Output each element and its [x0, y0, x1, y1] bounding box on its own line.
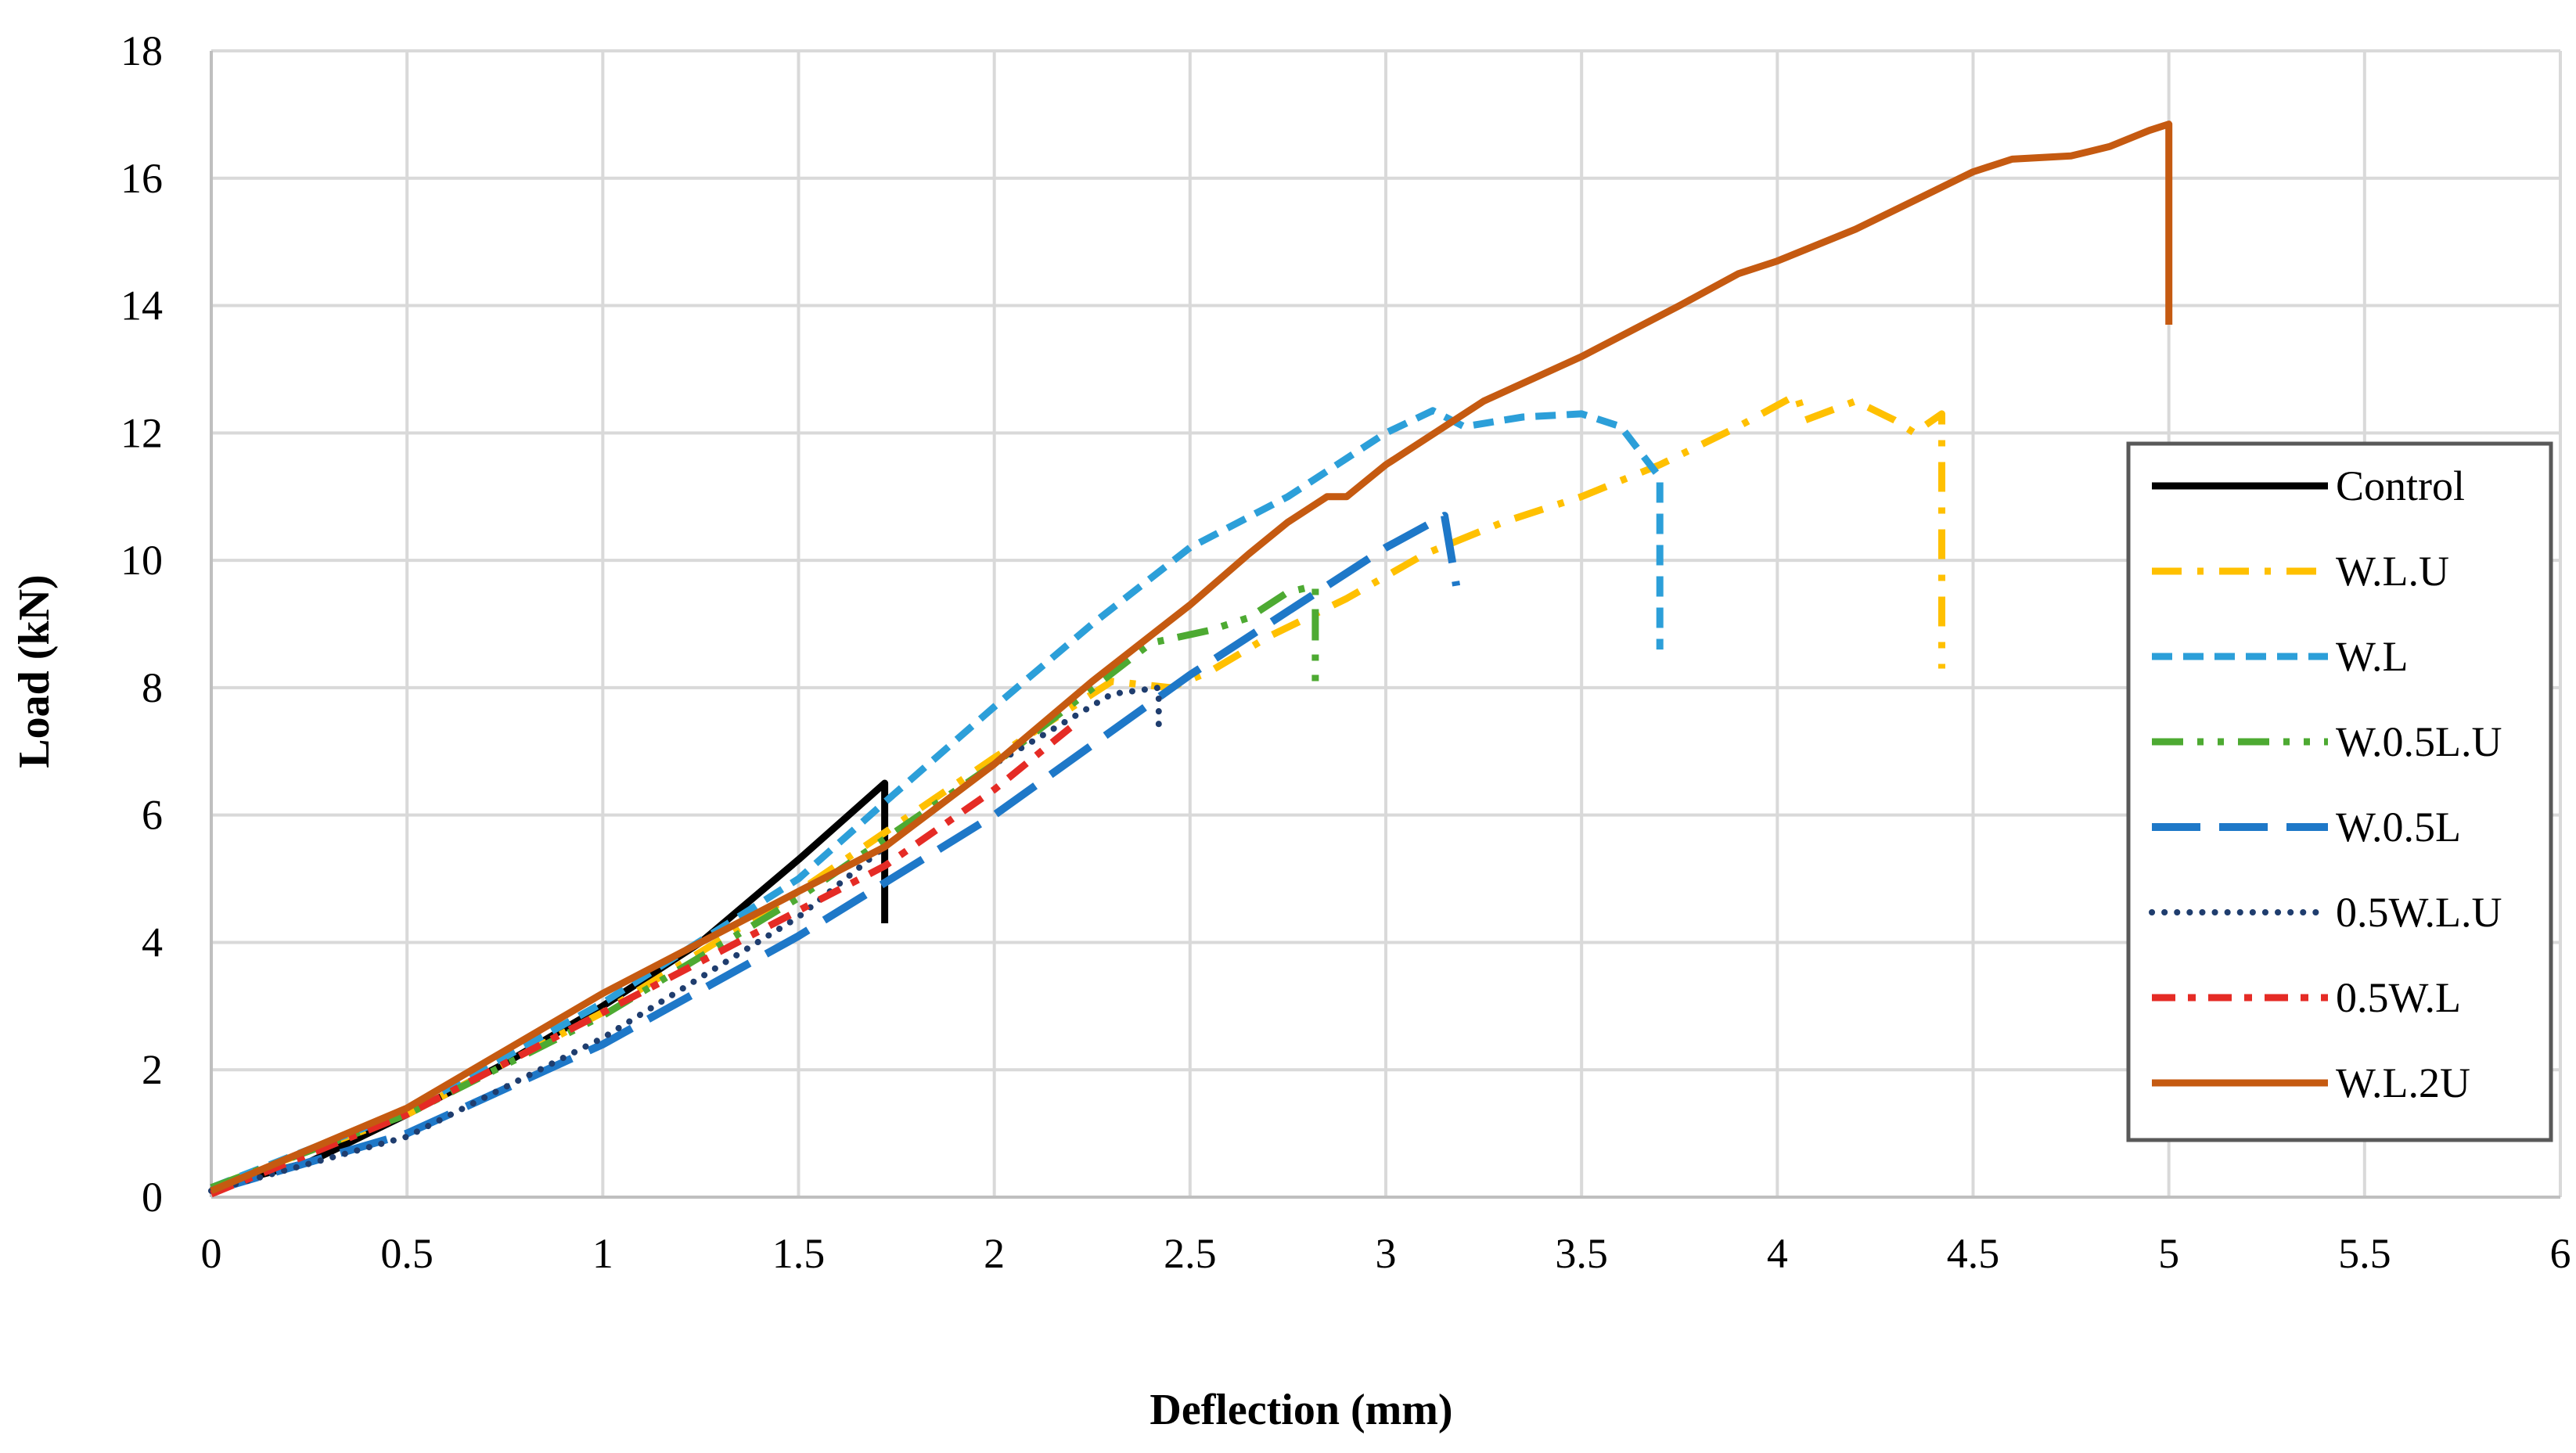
legend-label-0-5w-l-u: 0.5W.L.U	[2336, 889, 2502, 936]
x-tick-label: 2.5	[1164, 1230, 1217, 1277]
series-line-0-5w-l	[210, 723, 1075, 1198]
y-tick-label: 14	[121, 282, 163, 329]
series-line-w-0-5l	[210, 512, 1461, 1195]
y-tick-label: 16	[121, 155, 163, 202]
y-tick-label: 6	[142, 792, 163, 839]
y-tick-label: 18	[121, 27, 163, 74]
x-tick-label: 1	[592, 1230, 613, 1277]
legend-label-0-5w-l: 0.5W.L	[2336, 974, 2461, 1021]
legend-label-w-l-2u: W.L.2U	[2336, 1059, 2470, 1106]
axes: 0 0.5 1 1.5 2 2.5 3 3.5 4 4.5 5 5.5 6 0 2 4 6 8 10 12 14 16 18	[121, 27, 2571, 1277]
series-line-0-5w-l-u	[208, 684, 1162, 1194]
legend-label-w-0-5l-u: W.0.5L.U	[2336, 718, 2502, 765]
y-axis-title: Load (kN)	[10, 574, 59, 768]
y-tick-label: 2	[142, 1046, 163, 1093]
x-tick-label: 5	[2158, 1230, 2179, 1277]
x-axis-title: Deflection (mm)	[1149, 1386, 1452, 1434]
legend-label-w-l: W.L	[2336, 633, 2409, 680]
x-tick-label: 1.5	[772, 1230, 826, 1277]
legend-label-w-l-u: W.L.U	[2336, 548, 2449, 595]
x-tick-label: 4.5	[1947, 1230, 2000, 1277]
series-line-w-l-u	[210, 391, 1945, 1192]
legend: Control W.L.U W.L W.0.5L.U W.0.5L 0.5W.L.U 0.5…	[2126, 441, 2553, 1142]
y-tick-label: 12	[121, 409, 163, 456]
x-tick-label: 3	[1376, 1230, 1397, 1277]
x-tick-label: 0	[201, 1230, 222, 1277]
y-tick-label: 8	[142, 664, 163, 711]
series-line-w-l	[210, 407, 1664, 1191]
x-tick-label: 3.5	[1555, 1230, 1608, 1277]
y-tick-label: 10	[121, 537, 163, 584]
x-tick-label: 0.5	[380, 1230, 434, 1277]
y-tick-label: 0	[142, 1174, 163, 1221]
legend-label-control: Control	[2336, 462, 2465, 509]
legend-box	[2126, 441, 2553, 1142]
x-tick-label: 4	[1767, 1230, 1788, 1277]
series-lines	[208, 120, 2173, 1198]
y-tick-label: 4	[142, 919, 163, 966]
legend-label-w-0-5l: W.0.5L	[2336, 804, 2461, 851]
series-line-w-l-2u	[210, 120, 2173, 1195]
x-tick-label: 2	[984, 1230, 1005, 1277]
series-line-control	[210, 779, 889, 1192]
x-tick-label: 5.5	[2338, 1230, 2391, 1277]
x-tick-label: 6	[2550, 1230, 2571, 1277]
